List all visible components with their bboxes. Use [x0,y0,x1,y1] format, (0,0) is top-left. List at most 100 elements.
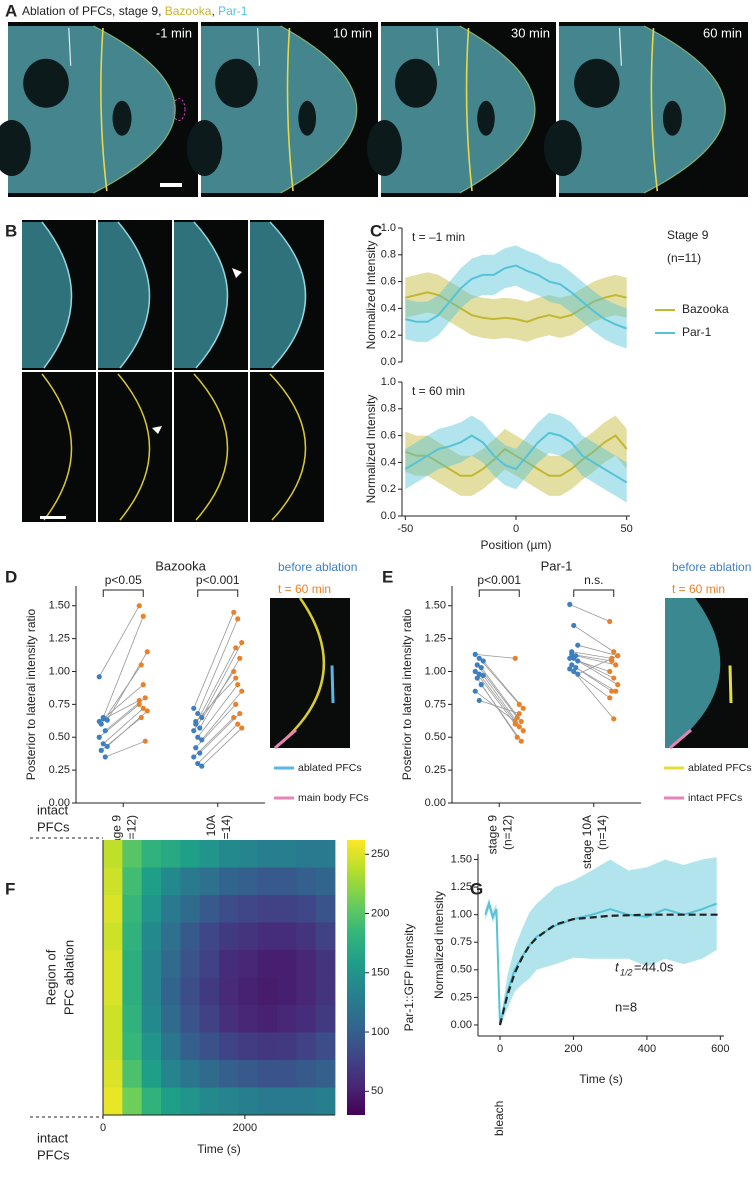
pair-line [195,677,237,722]
arrowhead [232,268,242,278]
half-time-symbol: t [615,959,620,974]
pair-line [571,651,612,659]
p-value: p<0.05 [105,573,142,587]
heat-cell [141,867,162,896]
mean-line [405,264,628,330]
heat-cell [180,1005,201,1033]
half-time-subscript: 1/2 [620,967,633,977]
data-point [609,688,615,694]
data-point [144,708,150,714]
heat-cell [122,977,143,1006]
data-point [98,747,104,753]
heat-cell [199,1032,220,1061]
title-part: , [211,4,218,18]
heat-cell [238,1032,259,1061]
heat-cell [199,977,220,1006]
p-value: p<0.001 [196,573,240,587]
data-point [474,662,480,668]
heat-cell [141,1032,162,1061]
y-tick-label: 0.6 [381,276,396,288]
data-point [96,718,102,725]
heat-cell [257,1005,278,1033]
x-tick-label: 2000 [233,1122,257,1134]
pair-line [478,673,520,727]
data-point [142,738,148,744]
heat-cell [161,1005,181,1033]
y-tick-label: 0.8 [381,403,396,415]
data-point [569,662,575,668]
arrowhead [152,426,162,434]
heat-cell [199,840,220,868]
time-label: 10 min [333,25,372,40]
data-point [138,714,144,721]
heat-cell [199,1060,220,1088]
legend-label: main body FCs [298,792,369,804]
egg-outline [117,221,151,369]
data-point [233,645,239,651]
data-point [136,701,142,707]
egg-outline [193,221,229,369]
data-point [193,718,199,725]
heat-cell [315,1032,336,1061]
pair-line [474,671,516,725]
panel-letter: F [5,879,15,898]
title-part: Par-1 [218,4,248,18]
y-tick-label: 0.4 [381,302,396,314]
data-point [235,616,241,622]
nurse-cell [298,100,317,136]
pair-line [201,690,243,741]
heat-cell [180,950,201,978]
nurse-cell [662,100,682,136]
scale-bar [160,183,182,187]
heat-cell [296,867,317,896]
p-value: n.s. [584,573,603,587]
category-label: stage 9 [485,815,499,855]
row-label: PFCs [37,819,70,834]
panel-letter: E [382,567,393,586]
heat-cell [238,840,259,868]
heat-cell [238,1087,259,1116]
colorbar-label: Par-1::GFP intensity [402,924,416,1032]
colorbar [347,840,365,1115]
heat-cell [122,922,143,951]
heat-cell [315,950,336,978]
heat-cell [161,840,181,868]
segment [669,728,692,750]
data-point [195,734,201,740]
data-point [138,662,144,668]
data-point [104,717,110,723]
heat-cell [296,1005,317,1033]
heat-cell [219,1032,239,1061]
legend-label: before ablation [672,560,751,574]
data-point [191,754,197,760]
heat-cell [161,1060,181,1088]
y-axis-label: Normalized Intensity [364,395,378,504]
nurse-cell [543,120,582,176]
data-point [567,666,573,672]
pair-line [573,657,614,679]
y-tick-label: 0.00 [425,797,446,809]
legend-label: before ablation [278,560,357,574]
mean-line [404,434,628,477]
data-point [191,728,197,734]
heat-cell [219,1087,239,1116]
y-tick-label: 1.0 [381,376,396,388]
y-axis-label: Normalized Intensity [364,241,378,350]
data-point [476,655,482,661]
data-point [472,668,478,675]
pair-line [480,667,522,722]
colorbar-tick-label: 50 [371,1085,383,1097]
heat-cell [122,1060,143,1088]
heat-cell [238,977,259,1006]
egg-chamber [22,222,72,368]
y-tick-label: 0.0 [381,510,396,522]
colorbar-tick-label: 150 [371,967,389,979]
data-point [193,745,199,751]
heat-cell [257,1032,278,1061]
boundary [286,27,294,192]
x-tick-label: 200 [564,1043,582,1055]
time-label: 60 min [703,25,742,40]
pair-line [102,616,144,718]
y-tick-label: 1.25 [451,881,472,893]
heat-cell [315,867,336,896]
